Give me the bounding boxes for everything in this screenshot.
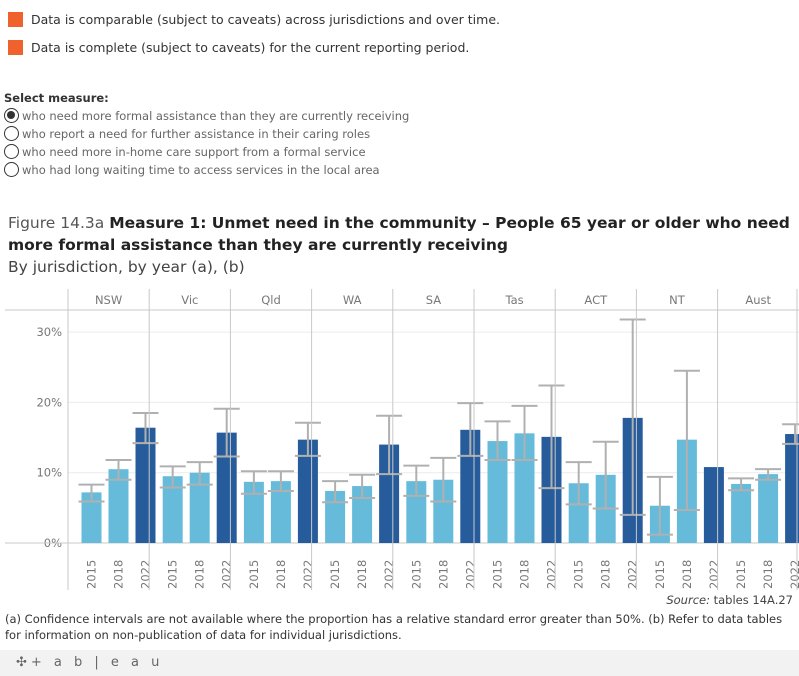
year-label: 2022 bbox=[626, 560, 640, 589]
figure-subtitle: By jurisdiction, by year (a), (b) bbox=[8, 258, 245, 276]
footnote: (a) Confidence intervals are not availab… bbox=[5, 612, 783, 642]
orange-square-icon bbox=[8, 40, 23, 55]
y-tick-label: 30% bbox=[36, 325, 62, 339]
bar-NSW-2015 bbox=[81, 492, 102, 543]
jurisdiction-header: SA bbox=[426, 293, 442, 307]
jurisdiction-header: NSW bbox=[95, 293, 122, 307]
year-label: 2015 bbox=[85, 560, 99, 589]
radio-icon[interactable] bbox=[4, 126, 19, 141]
option-label: who need more formal assistance than the… bbox=[22, 108, 410, 123]
year-label: 2015 bbox=[247, 560, 261, 589]
year-label: 2015 bbox=[572, 560, 586, 589]
bar-Aust-2018 bbox=[758, 474, 779, 543]
year-label: 2015 bbox=[409, 560, 423, 589]
legend-text: Data is comparable (subject to caveats) … bbox=[31, 12, 500, 27]
jurisdiction-header: ACT bbox=[584, 293, 608, 307]
bar-NSW-2022 bbox=[135, 427, 156, 543]
measure-option-4[interactable]: who had long waiting time to access serv… bbox=[4, 162, 380, 177]
bar-Tas-2022 bbox=[541, 436, 562, 543]
bar-Vic-2022 bbox=[216, 432, 237, 543]
bar-NT-2022 bbox=[703, 467, 724, 543]
select-measure-label: Select measure: bbox=[4, 91, 109, 105]
year-label: 2018 bbox=[599, 560, 613, 589]
y-tick-label: 10% bbox=[36, 466, 62, 480]
legend-item-complete: Data is complete (subject to caveats) fo… bbox=[8, 40, 469, 55]
measure-option-1[interactable]: who need more formal assistance than the… bbox=[4, 108, 409, 123]
bar-Aust-2015 bbox=[731, 483, 752, 543]
source-note: Source: tables 14A.27 bbox=[666, 593, 793, 607]
bar-WA-2018 bbox=[352, 486, 373, 543]
bar-Vic-2018 bbox=[189, 472, 210, 543]
bar-WA-2015 bbox=[325, 490, 346, 543]
year-label: 2015 bbox=[166, 560, 180, 589]
figure-number: Figure 14.3a bbox=[8, 214, 105, 232]
bar-Qld-2015 bbox=[243, 481, 264, 543]
measure-option-2[interactable]: who report a need for further assistance… bbox=[4, 126, 370, 141]
logo-text: + a b | e a u bbox=[30, 655, 164, 670]
year-label: 2015 bbox=[653, 560, 667, 589]
bar-Qld-2018 bbox=[270, 481, 291, 543]
year-label: 2018 bbox=[274, 560, 288, 589]
bar-Aust-2022 bbox=[785, 434, 799, 543]
legend-item-comparable: Data is comparable (subject to caveats) … bbox=[8, 12, 500, 27]
jurisdiction-header: Tas bbox=[505, 293, 524, 307]
radio-icon[interactable] bbox=[4, 144, 19, 159]
year-label: 2022 bbox=[707, 560, 721, 589]
year-label: 2015 bbox=[734, 560, 748, 589]
jurisdiction-header: Aust bbox=[745, 293, 771, 307]
figure-title-text: Measure 1: Unmet need in the community –… bbox=[8, 214, 790, 254]
bar-Tas-2015 bbox=[487, 441, 508, 543]
bar-ACT-2015 bbox=[568, 483, 589, 543]
jurisdiction-header: WA bbox=[343, 293, 362, 307]
year-label: 2022 bbox=[463, 560, 477, 589]
legend-text: Data is complete (subject to caveats) fo… bbox=[31, 40, 470, 55]
year-label: 2018 bbox=[355, 560, 369, 589]
radio-icon[interactable] bbox=[4, 162, 19, 177]
orange-square-icon bbox=[8, 12, 23, 27]
y-tick-label: 20% bbox=[36, 395, 62, 409]
bar-WA-2022 bbox=[379, 444, 400, 543]
year-label: 2015 bbox=[328, 560, 342, 589]
tableau-footer: ✣+ a b | e a u bbox=[0, 650, 799, 676]
year-label: 2022 bbox=[220, 560, 234, 589]
option-label: who had long waiting time to access serv… bbox=[22, 162, 380, 177]
jurisdiction-header: NT bbox=[669, 293, 686, 307]
year-label: 2022 bbox=[139, 560, 153, 589]
jurisdiction-header: Qld bbox=[261, 293, 281, 307]
year-label: 2018 bbox=[436, 560, 450, 589]
year-label: 2022 bbox=[545, 560, 559, 589]
year-label: 2015 bbox=[491, 560, 505, 589]
bar-Vic-2015 bbox=[162, 476, 183, 543]
source-label: Source: bbox=[666, 593, 710, 607]
year-label: 2022 bbox=[382, 560, 396, 589]
bar-Qld-2022 bbox=[297, 439, 318, 543]
year-label: 2018 bbox=[193, 560, 207, 589]
jurisdiction-header: Vic bbox=[181, 293, 198, 307]
year-label: 2022 bbox=[301, 560, 315, 589]
bar-SA-2018 bbox=[433, 479, 454, 543]
year-label: 2018 bbox=[518, 560, 532, 589]
radio-selected-icon[interactable] bbox=[4, 108, 19, 123]
year-label: 2018 bbox=[680, 560, 694, 589]
year-label: 2018 bbox=[761, 560, 775, 589]
tableau-logo[interactable]: ✣+ a b | e a u bbox=[16, 655, 164, 670]
bar-NSW-2018 bbox=[108, 469, 129, 543]
option-label: who need more in-home care support from … bbox=[22, 144, 366, 159]
measure-option-3[interactable]: who need more in-home care support from … bbox=[4, 144, 366, 159]
source-text: tables 14A.27 bbox=[713, 593, 793, 607]
bar-SA-2022 bbox=[460, 429, 481, 543]
option-label: who report a need for further assistance… bbox=[22, 126, 371, 141]
year-label: 2022 bbox=[788, 560, 799, 589]
figure-title: Figure 14.3a Measure 1: Unmet need in th… bbox=[8, 212, 793, 256]
year-label: 2018 bbox=[112, 560, 126, 589]
